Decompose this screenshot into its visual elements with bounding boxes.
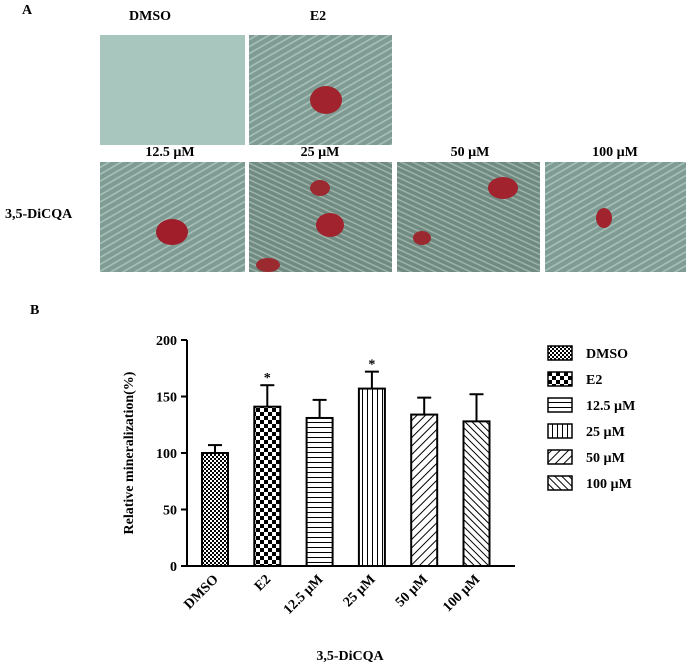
micrograph [545,162,686,272]
x-tick-label: E2 [252,572,274,594]
legend-label: 25 µM [586,425,625,440]
row-label: 3,5-DiCQA [5,207,73,222]
legend-swatch [547,397,573,413]
x-tick-label: 25 µM [341,572,379,610]
nodule [316,213,344,237]
panel-label: B [30,303,39,318]
image-label: 50 µM [451,145,490,160]
bar [201,452,229,567]
y-tick-label: 150 [156,391,177,406]
legend-swatch [547,371,573,387]
x-tick-label: 100 µM [440,572,483,615]
nodule [156,219,188,245]
image-label: 12.5 µM [145,145,194,160]
nodule [413,231,431,245]
y-tick-label: 200 [156,334,177,349]
micrographs [100,35,686,272]
nodule [310,180,330,196]
bar [305,416,334,567]
legend-swatch [547,449,573,465]
y-axis-label: Relative mineralization(%) [122,371,137,534]
bar [357,387,386,567]
legend-label: 12.5 µM [586,399,635,414]
x-tick-label: 50 µM [393,572,431,610]
bar [253,405,282,568]
nodule [488,177,518,199]
nodule [310,86,342,114]
bar [462,420,491,567]
legend-swatch [547,475,573,491]
significance-mark: * [264,371,271,386]
micrograph [100,35,245,145]
x-axis-label: 3,5-DiCQA [316,649,384,664]
x-tick-label: DMSO [182,572,222,612]
nodule [596,208,612,228]
image-label: 100 µM [592,145,638,160]
nodule [256,258,280,272]
y-tick-label: 0 [170,560,177,575]
bar [410,413,439,567]
x-tick-label: 12.5 µM [281,572,326,617]
legend-label: E2 [586,373,602,388]
legend-label: DMSO [586,347,628,362]
legend-label: 50 µM [586,451,625,466]
micrograph [397,162,540,272]
y-tick-label: 50 [163,504,177,519]
image-label: E2 [310,9,326,24]
significance-mark: * [368,358,375,373]
micrograph [100,162,245,272]
image-label: DMSO [129,9,171,24]
panel-label: A [22,3,33,18]
legend-swatch [547,345,573,361]
legend-swatch [547,423,573,439]
legend-label: 100 µM [586,477,632,492]
image-label: 25 µM [301,145,340,160]
y-tick-label: 100 [156,447,177,462]
